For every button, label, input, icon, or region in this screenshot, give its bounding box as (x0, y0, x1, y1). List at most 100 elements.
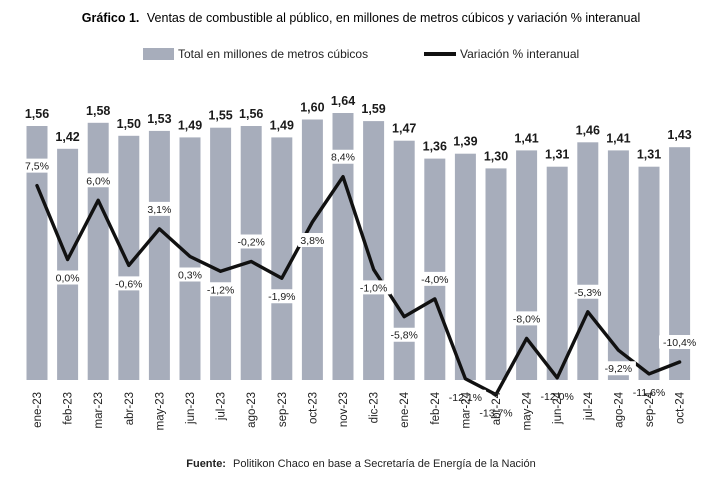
bar-value-label: 1,31 (545, 148, 569, 162)
line-value-label: 6,0% (86, 175, 110, 187)
source-note: Fuente: Politikon Chaco en base a Secret… (186, 458, 536, 470)
bar (271, 137, 293, 380)
variation-line (35, 175, 682, 397)
line-label-bg (175, 267, 205, 282)
bar-value-label: 1,30 (484, 149, 508, 163)
x-tick-label: mar-24 (460, 391, 472, 428)
bar-value-label: 1,42 (55, 130, 79, 144)
x-tick-label: ene-24 (399, 391, 411, 427)
line-label-bg (22, 158, 52, 173)
legend-bar-label: Total en millones de metros cúbicos (178, 47, 368, 61)
line-label-bg (444, 389, 486, 404)
x-tick-label: oct-24 (675, 391, 687, 424)
line-value-label: -5,3% (574, 287, 601, 299)
chart-title-text: Ventas de combustible al público, en mil… (147, 11, 640, 25)
bar (577, 142, 599, 380)
bar-value-label: 1,56 (25, 107, 49, 121)
bar-value-label: 1,55 (208, 109, 232, 123)
line-label-bg (600, 361, 636, 376)
bar (210, 127, 232, 380)
line-label-bg (83, 173, 113, 188)
bar (454, 153, 476, 380)
bar (669, 147, 691, 380)
x-tick-label: abr-24 (491, 391, 503, 425)
x-tick-label: sep-23 (277, 392, 289, 427)
line-value-label: -12,0% (541, 391, 574, 403)
line-label-bg (475, 405, 517, 420)
line-value-label: 0,3% (178, 270, 202, 282)
bar-value-label: 1,36 (423, 140, 447, 154)
bar-value-label: 1,60 (300, 101, 324, 115)
legend-line-label: Variación % interanual (460, 47, 579, 61)
bar (485, 168, 507, 380)
x-tick-label: oct-23 (307, 392, 319, 424)
bar-value-label: 1,49 (270, 118, 294, 132)
bar (87, 122, 109, 381)
bar-value-label: 1,50 (117, 117, 141, 131)
line-label-bg (53, 270, 82, 285)
line-label-bg (386, 327, 422, 342)
line-value-label: -4,0% (421, 274, 448, 286)
line-value-label: -1,2% (207, 284, 234, 296)
legend: Total en millones de metros cúbicos Vari… (143, 47, 579, 61)
chart-title-prefix: Gráfico 1. (82, 11, 140, 25)
bar (148, 130, 170, 380)
line-label-bg (145, 201, 174, 216)
line-label-bg (203, 282, 239, 297)
x-tick-label: mar-23 (93, 392, 105, 428)
line-value-label: -1,9% (268, 291, 295, 303)
line-value-label: 0,0% (56, 273, 80, 285)
line-value-label: 7,5% (25, 161, 49, 173)
line-label-bg (659, 335, 701, 349)
line-label-bg (111, 276, 147, 291)
bar (607, 150, 629, 380)
x-tick-label: ago-24 (613, 391, 625, 427)
line-value-label: 3,8% (300, 235, 324, 247)
line-label-bg (417, 271, 453, 286)
bar (179, 137, 201, 380)
bar-value-label: 1,53 (147, 112, 171, 126)
x-tick-label: jun-23 (185, 392, 197, 425)
x-tick-label: may-23 (154, 392, 166, 430)
bar-value-label: 1,49 (178, 118, 202, 132)
bar (118, 135, 140, 380)
line-value-label: -10,4% (663, 337, 696, 349)
line-value-label: -12,1% (449, 392, 482, 404)
bar-value-label: 1,41 (514, 131, 538, 145)
x-tick-label: jun-24 (552, 391, 564, 425)
bar-labels-layer: 1,56 1,42 1,58 1,50 1,53 1,49 1,55 1,56 1,49 1,60… (25, 94, 692, 163)
line-value-label: -5,8% (390, 330, 417, 342)
line-value-label: -0,6% (115, 278, 142, 290)
line-label-bg (570, 284, 606, 299)
bar (393, 140, 415, 380)
line-value-label: -1,0% (360, 282, 387, 294)
bar-value-label: 1,56 (239, 107, 263, 121)
x-tick-label: may-24 (522, 391, 534, 430)
line-label-bg (233, 234, 269, 249)
line-label-bg (536, 388, 578, 403)
x-axis-ticks: ene-23 feb-23 mar-23 abr-23 may-23 jun-23 jul-… (32, 391, 687, 430)
bar (638, 166, 660, 380)
x-tick-label: dic-23 (369, 392, 381, 423)
bar (26, 126, 48, 380)
bars-layer (26, 113, 691, 381)
bar (301, 119, 323, 380)
bar-value-label: 1,39 (453, 135, 477, 149)
line-labels-layer: 7,5% 0,0% 6,0% -0,6% 3,1% 0,3% -1,2% -0,2% -1,9%… (22, 149, 701, 420)
bar (546, 166, 568, 380)
line-label-bg (628, 384, 670, 399)
x-tick-label: feb-23 (63, 392, 75, 425)
bar-value-label: 1,41 (606, 131, 630, 145)
x-tick-label: feb-24 (430, 391, 442, 424)
x-tick-label: nov-23 (338, 392, 350, 427)
x-tick-label: ago-23 (246, 392, 258, 428)
x-tick-label: jul-23 (216, 392, 228, 421)
x-tick-label: sep-24 (644, 391, 656, 427)
line-value-label: -13,7% (479, 408, 512, 420)
x-tick-label: ene-23 (32, 392, 44, 428)
line-value-label: 8,4% (331, 152, 355, 164)
line-label-bg (509, 311, 545, 326)
line-value-label: 3,1% (147, 204, 171, 216)
chart-title: Gráfico 1. Ventas de combustible al públ… (82, 11, 640, 25)
